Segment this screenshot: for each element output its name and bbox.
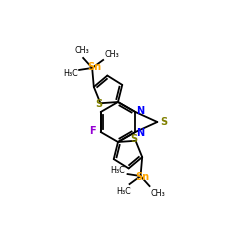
Text: S: S (95, 99, 102, 109)
Text: H₃C: H₃C (116, 186, 131, 196)
Text: S: S (160, 117, 167, 127)
Text: H₃C: H₃C (63, 70, 78, 78)
Text: F: F (89, 126, 96, 136)
Text: Sn: Sn (136, 172, 149, 182)
Text: S: S (130, 134, 137, 144)
Text: CH₃: CH₃ (75, 46, 90, 56)
Text: H₃C: H₃C (110, 166, 125, 174)
Text: CH₃: CH₃ (105, 50, 120, 59)
Text: CH₃: CH₃ (150, 188, 165, 198)
Text: Sn: Sn (87, 62, 101, 72)
Text: N: N (136, 106, 144, 116)
Text: N: N (136, 128, 144, 138)
